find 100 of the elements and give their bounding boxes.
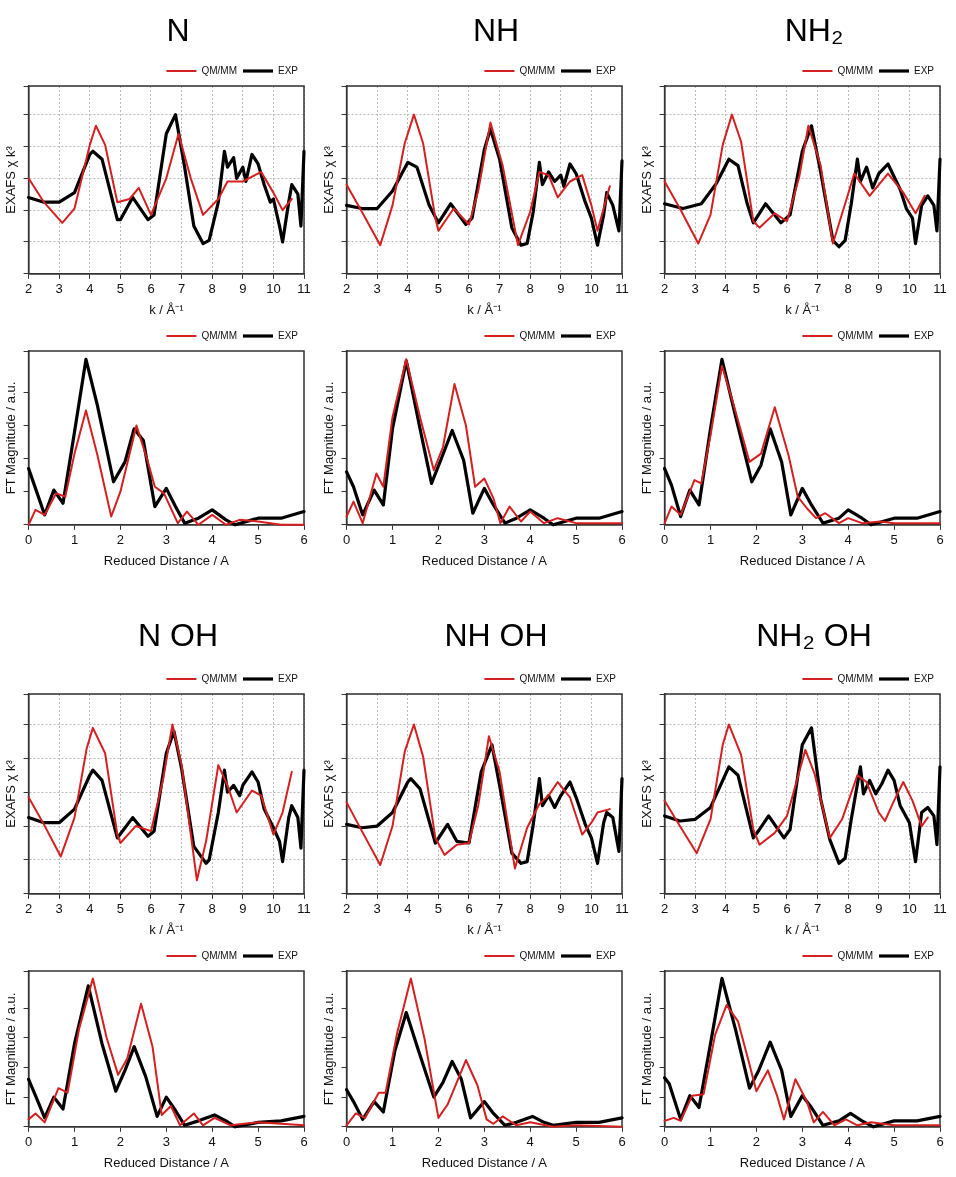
x-tick-label: 11 (933, 901, 947, 917)
x-tick-label: 3 (480, 532, 488, 548)
x-tick-label: 2 (116, 532, 125, 548)
x-tick-label: 4 (86, 901, 94, 917)
legend-label: QM/MM (519, 64, 555, 76)
x-tick-label: 0 (24, 1134, 33, 1150)
legend-label: EXP (595, 672, 617, 684)
x-tick-label: 5 (890, 532, 898, 548)
x-tick-label: 8 (844, 901, 852, 917)
x-tick-label: 1 (706, 1134, 715, 1150)
x-tick-label: 4 (844, 532, 852, 548)
x-tick-label: 4 (404, 901, 412, 917)
x-tick-label: 4 (722, 901, 730, 917)
x-tick-label: 9 (557, 901, 565, 917)
x-tick-label: 3 (480, 1134, 488, 1150)
x-axis-title: Reduced Distance / A (421, 1154, 548, 1170)
x-tick-label: 2 (342, 901, 351, 917)
x-tick-label: 0 (660, 532, 669, 548)
x-tick-label: 3 (691, 901, 699, 917)
x-tick-label: 2 (342, 281, 351, 297)
x-tick-label: 7 (495, 901, 504, 917)
x-tick-label: 4 (208, 532, 216, 548)
x-tick-label: 11 (297, 901, 311, 917)
x-tick-label: 5 (752, 281, 761, 297)
x-tick-label: 6 (783, 281, 791, 297)
x-tick-label: 3 (162, 532, 170, 548)
legend-label: QM/MM (519, 949, 555, 961)
x-tick-label: 6 (783, 901, 791, 917)
x-tick-label: 6 (618, 1134, 626, 1150)
x-tick-label: 5 (254, 1134, 262, 1150)
x-tick-label: 6 (147, 901, 155, 917)
x-tick-label: 3 (162, 1134, 170, 1150)
x-tick-label: 9 (239, 281, 247, 297)
x-tick-label: 9 (875, 281, 883, 297)
legend-label: EXP (277, 329, 299, 341)
x-tick-label: 6 (300, 532, 308, 548)
x-tick-label: 2 (434, 1134, 443, 1150)
x-axis-title: Reduced Distance / A (421, 552, 548, 568)
x-tick-label: 10 (584, 281, 599, 297)
x-tick-label: 5 (572, 1134, 580, 1150)
x-axis-title: Reduced Distance / A (739, 552, 866, 568)
legend-label: EXP (595, 64, 617, 76)
x-tick-label: 8 (844, 281, 852, 297)
x-axis-title: k / Å⁻¹ (149, 301, 185, 317)
x-tick-label: 10 (902, 281, 917, 297)
chart-title: N OH (137, 615, 219, 655)
y-axis-title: FT Magnitude / a.u. (639, 381, 655, 495)
x-tick-label: 3 (691, 281, 699, 297)
x-axis-title: Reduced Distance / A (103, 552, 230, 568)
legend-label: EXP (595, 329, 617, 341)
x-tick-label: 5 (116, 901, 125, 917)
x-tick-label: 7 (813, 281, 822, 297)
x-tick-label: 10 (902, 901, 917, 917)
x-tick-label: 8 (208, 901, 216, 917)
x-tick-label: 3 (55, 901, 63, 917)
x-tick-label: 11 (615, 281, 629, 297)
chart-title: NH₂ OH (755, 615, 873, 655)
chart-title: NH₂ (783, 10, 845, 50)
x-tick-label: 6 (936, 532, 944, 548)
x-tick-label: 3 (373, 281, 381, 297)
y-axis-title: FT Magnitude / a.u. (3, 992, 19, 1106)
x-tick-label: 5 (752, 901, 761, 917)
x-tick-label: 9 (239, 901, 247, 917)
x-tick-label: 4 (844, 1134, 852, 1150)
legend-label: QM/MM (519, 672, 555, 684)
x-tick-label: 11 (933, 281, 947, 297)
x-tick-label: 7 (177, 901, 186, 917)
y-axis-title: FT Magnitude / a.u. (321, 381, 337, 495)
x-tick-label: 2 (752, 1134, 761, 1150)
x-tick-label: 6 (465, 901, 473, 917)
x-tick-label: 8 (526, 281, 534, 297)
legend-label: QM/MM (837, 949, 873, 961)
x-tick-label: 11 (297, 281, 311, 297)
y-axis-title: EXAFS χ k³ (639, 145, 655, 214)
legend-label: QM/MM (837, 672, 873, 684)
x-tick-label: 6 (936, 1134, 944, 1150)
x-tick-label: 6 (465, 281, 473, 297)
legend-label: QM/MM (201, 64, 237, 76)
x-axis-title: Reduced Distance / A (103, 1154, 230, 1170)
x-tick-label: 2 (434, 532, 443, 548)
x-tick-label: 4 (208, 1134, 216, 1150)
x-tick-label: 2 (116, 1134, 125, 1150)
x-axis-title: k / Å⁻¹ (785, 921, 821, 937)
x-tick-label: 10 (266, 281, 281, 297)
x-tick-label: 5 (116, 281, 125, 297)
x-tick-label: 7 (495, 281, 504, 297)
x-tick-label: 9 (875, 901, 883, 917)
chart-title: NH OH (443, 615, 549, 655)
x-tick-label: 3 (373, 901, 381, 917)
x-tick-label: 4 (404, 281, 412, 297)
x-tick-label: 5 (434, 901, 443, 917)
y-axis-title: FT Magnitude / a.u. (639, 992, 655, 1106)
x-tick-label: 10 (266, 901, 281, 917)
y-axis-title: FT Magnitude / a.u. (3, 381, 19, 495)
x-tick-label: 2 (24, 901, 33, 917)
x-tick-label: 11 (615, 901, 629, 917)
legend-label: QM/MM (837, 64, 873, 76)
chart-title: N (165, 10, 191, 50)
x-tick-label: 0 (342, 532, 351, 548)
x-tick-label: 7 (177, 281, 186, 297)
